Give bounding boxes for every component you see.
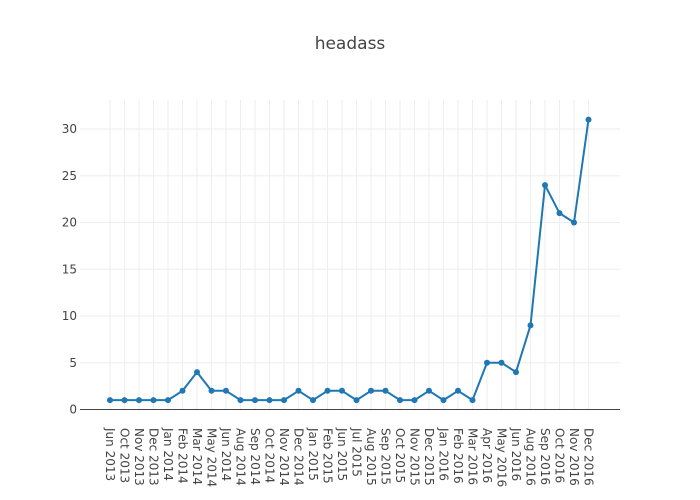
data-point[interactable] bbox=[426, 387, 432, 394]
data-point[interactable] bbox=[194, 369, 200, 376]
data-point[interactable] bbox=[136, 397, 142, 404]
data-point[interactable] bbox=[310, 397, 316, 404]
data-point[interactable] bbox=[165, 397, 171, 404]
data-point[interactable] bbox=[513, 369, 519, 376]
y-tick-label: 5 bbox=[69, 356, 77, 370]
x-tick-label: Dec 2014 bbox=[292, 428, 306, 486]
data-point[interactable] bbox=[295, 387, 302, 394]
x-tick-label: Jun 2014 bbox=[219, 427, 233, 481]
data-point[interactable] bbox=[556, 210, 563, 217]
data-point[interactable] bbox=[469, 397, 476, 404]
y-axis-ticks: 0 5 10 15 20 25 30 bbox=[62, 122, 77, 417]
x-tick-label: Aug 2014 bbox=[234, 428, 248, 486]
x-tick-label: Jan 2014 bbox=[161, 427, 175, 481]
x-tick-label: Oct 2015 bbox=[393, 428, 407, 483]
data-point[interactable] bbox=[411, 397, 418, 404]
x-tick-label: May 2016 bbox=[495, 428, 509, 487]
data-point[interactable] bbox=[368, 387, 374, 394]
data-point[interactable] bbox=[571, 219, 577, 226]
x-axis-ticks: Jun 2013 Oct 2013 Nov 2013 Dec 2013 Jan 2014… bbox=[103, 427, 596, 487]
x-tick-label: May 2014 bbox=[205, 428, 219, 487]
x-tick-label: Nov 2013 bbox=[132, 428, 146, 486]
data-point[interactable] bbox=[397, 397, 403, 404]
y-tick-label: 15 bbox=[62, 262, 77, 276]
x-tick-label: Apr 2016 bbox=[480, 428, 494, 483]
x-tick-label: Nov 2015 bbox=[408, 428, 422, 486]
data-point[interactable] bbox=[585, 116, 592, 123]
y-tick-label: 30 bbox=[62, 122, 77, 136]
x-tick-label: Aug 2016 bbox=[524, 428, 538, 486]
x-tick-label: Jul 2015 bbox=[350, 427, 364, 477]
data-point[interactable] bbox=[150, 397, 157, 404]
data-point[interactable] bbox=[179, 387, 186, 394]
x-tick-label: Jan 2016 bbox=[437, 427, 451, 481]
x-tick-label: Sep 2015 bbox=[379, 428, 393, 485]
y-tick-label: 0 bbox=[69, 403, 77, 417]
y-tick-label: 10 bbox=[62, 309, 77, 323]
y-tick-label: 25 bbox=[62, 169, 77, 183]
x-tick-label: Nov 2016 bbox=[567, 428, 581, 486]
data-point[interactable] bbox=[208, 387, 215, 394]
data-point[interactable] bbox=[324, 387, 331, 394]
data-point[interactable] bbox=[121, 397, 128, 404]
data-point[interactable] bbox=[353, 397, 360, 404]
x-tick-label: Mar 2016 bbox=[466, 428, 480, 485]
x-tick-label: Aug 2015 bbox=[364, 428, 378, 486]
x-tick-label: Oct 2013 bbox=[118, 428, 132, 483]
data-point[interactable] bbox=[440, 397, 447, 404]
data-point[interactable] bbox=[455, 387, 461, 394]
y-tick-label: 20 bbox=[62, 216, 77, 230]
x-tick-label: Dec 2016 bbox=[582, 428, 596, 486]
data-point[interactable] bbox=[252, 397, 258, 404]
data-point[interactable] bbox=[281, 397, 287, 404]
x-tick-label: Jun 2015 bbox=[335, 427, 349, 481]
data-point[interactable] bbox=[339, 387, 345, 394]
data-point[interactable] bbox=[237, 397, 244, 404]
x-tick-label: Oct 2014 bbox=[263, 428, 277, 483]
x-tick-label: Sep 2014 bbox=[248, 428, 262, 485]
data-point[interactable] bbox=[107, 397, 113, 404]
data-point[interactable] bbox=[542, 182, 548, 189]
x-tick-label: Nov 2014 bbox=[277, 428, 291, 486]
x-tick-label: Feb 2016 bbox=[451, 428, 465, 484]
x-tick-label: Dec 2015 bbox=[422, 428, 436, 486]
data-point[interactable] bbox=[527, 322, 534, 329]
data-point[interactable] bbox=[484, 359, 490, 366]
series-group bbox=[107, 116, 592, 404]
x-tick-label: Dec 2013 bbox=[147, 428, 161, 486]
data-point[interactable] bbox=[498, 359, 505, 366]
x-tick-label: Feb 2015 bbox=[321, 428, 335, 484]
x-tick-label: Jun 2013 bbox=[103, 427, 117, 481]
data-point[interactable] bbox=[223, 387, 229, 394]
x-tick-label: Sep 2016 bbox=[538, 428, 552, 485]
x-tick-label: Jun 2016 bbox=[509, 427, 523, 481]
data-point[interactable] bbox=[266, 397, 273, 404]
x-tick-label: Oct 2016 bbox=[553, 428, 567, 483]
x-tick-label: Mar 2014 bbox=[190, 428, 204, 485]
series-line bbox=[110, 119, 590, 402]
gridlines bbox=[80, 100, 620, 410]
x-tick-label: Jan 2015 bbox=[306, 427, 320, 481]
x-tick-label: Feb 2014 bbox=[176, 428, 190, 484]
data-point[interactable] bbox=[382, 387, 389, 394]
chart-title: headass bbox=[314, 34, 386, 54]
